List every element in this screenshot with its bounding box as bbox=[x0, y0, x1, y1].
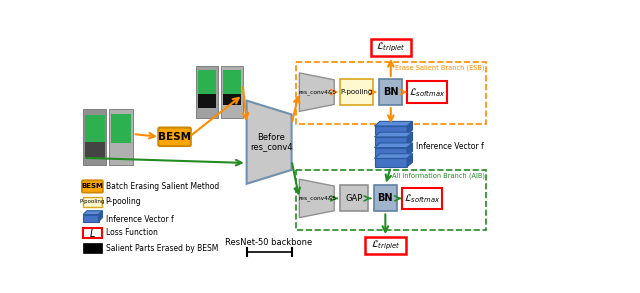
FancyBboxPatch shape bbox=[374, 185, 397, 212]
Text: BESM: BESM bbox=[81, 183, 103, 190]
Polygon shape bbox=[374, 148, 407, 156]
FancyBboxPatch shape bbox=[111, 114, 131, 143]
Text: GAP: GAP bbox=[345, 194, 363, 203]
Text: Loss Function: Loss Function bbox=[106, 228, 157, 237]
FancyBboxPatch shape bbox=[109, 109, 132, 165]
Polygon shape bbox=[300, 179, 334, 218]
FancyBboxPatch shape bbox=[223, 70, 241, 94]
FancyBboxPatch shape bbox=[83, 109, 106, 165]
FancyBboxPatch shape bbox=[198, 70, 216, 94]
Text: $\mathcal{L}_{triplet}$: $\mathcal{L}_{triplet}$ bbox=[371, 239, 400, 252]
FancyBboxPatch shape bbox=[83, 228, 102, 238]
Text: BN: BN bbox=[378, 193, 393, 203]
Polygon shape bbox=[374, 121, 412, 126]
Text: $\mathit{L}$: $\mathit{L}$ bbox=[89, 227, 96, 239]
Polygon shape bbox=[407, 132, 412, 145]
FancyBboxPatch shape bbox=[158, 127, 191, 146]
Polygon shape bbox=[374, 154, 412, 158]
Text: res_conv4&5: res_conv4&5 bbox=[298, 89, 337, 95]
Polygon shape bbox=[83, 211, 102, 214]
Polygon shape bbox=[83, 214, 99, 222]
FancyBboxPatch shape bbox=[407, 81, 447, 103]
FancyBboxPatch shape bbox=[84, 142, 105, 158]
Text: Batch Erasing Salient Method: Batch Erasing Salient Method bbox=[106, 182, 219, 191]
Text: Before: Before bbox=[257, 133, 285, 142]
Text: BN: BN bbox=[383, 87, 399, 97]
Polygon shape bbox=[407, 154, 412, 167]
FancyBboxPatch shape bbox=[402, 188, 442, 209]
Polygon shape bbox=[246, 100, 292, 184]
Polygon shape bbox=[374, 132, 412, 137]
Polygon shape bbox=[300, 73, 334, 111]
Text: $\mathcal{L}_{softmax}$: $\mathcal{L}_{softmax}$ bbox=[403, 192, 440, 205]
FancyBboxPatch shape bbox=[223, 94, 241, 105]
FancyBboxPatch shape bbox=[221, 66, 243, 118]
FancyBboxPatch shape bbox=[365, 237, 406, 254]
FancyBboxPatch shape bbox=[196, 66, 218, 118]
FancyBboxPatch shape bbox=[198, 94, 216, 108]
Text: ResNet-50 backbone: ResNet-50 backbone bbox=[225, 238, 313, 247]
Text: P-pooling: P-pooling bbox=[340, 89, 372, 95]
Text: BESM: BESM bbox=[158, 132, 191, 142]
FancyBboxPatch shape bbox=[379, 79, 403, 105]
FancyBboxPatch shape bbox=[371, 39, 411, 56]
Polygon shape bbox=[99, 211, 102, 222]
FancyBboxPatch shape bbox=[340, 185, 367, 212]
Text: Salient Parts Erased by BESM: Salient Parts Erased by BESM bbox=[106, 243, 218, 253]
Polygon shape bbox=[374, 137, 407, 145]
Text: Inference Vector f: Inference Vector f bbox=[417, 142, 484, 151]
Text: Inference Vector f: Inference Vector f bbox=[106, 215, 173, 224]
FancyBboxPatch shape bbox=[82, 180, 103, 193]
Text: Erase Salient Branch (ESB): Erase Salient Branch (ESB) bbox=[395, 64, 484, 71]
FancyBboxPatch shape bbox=[83, 243, 102, 253]
Polygon shape bbox=[374, 143, 412, 148]
Text: $\mathcal{L}_{triplet}$: $\mathcal{L}_{triplet}$ bbox=[376, 41, 406, 54]
Polygon shape bbox=[407, 143, 412, 156]
Text: All Information Branch (AIB): All Information Branch (AIB) bbox=[392, 172, 484, 178]
Text: P-pooling: P-pooling bbox=[80, 199, 105, 204]
Text: res_conv4&5: res_conv4&5 bbox=[298, 195, 337, 201]
Text: $\mathcal{L}_{softmax}$: $\mathcal{L}_{softmax}$ bbox=[409, 86, 445, 98]
Polygon shape bbox=[407, 121, 412, 134]
Polygon shape bbox=[374, 126, 407, 134]
FancyBboxPatch shape bbox=[340, 79, 373, 105]
FancyBboxPatch shape bbox=[84, 115, 105, 142]
Polygon shape bbox=[374, 158, 407, 167]
FancyBboxPatch shape bbox=[83, 197, 102, 207]
Text: P-pooling: P-pooling bbox=[106, 197, 141, 206]
Text: res_conv4: res_conv4 bbox=[250, 142, 292, 151]
